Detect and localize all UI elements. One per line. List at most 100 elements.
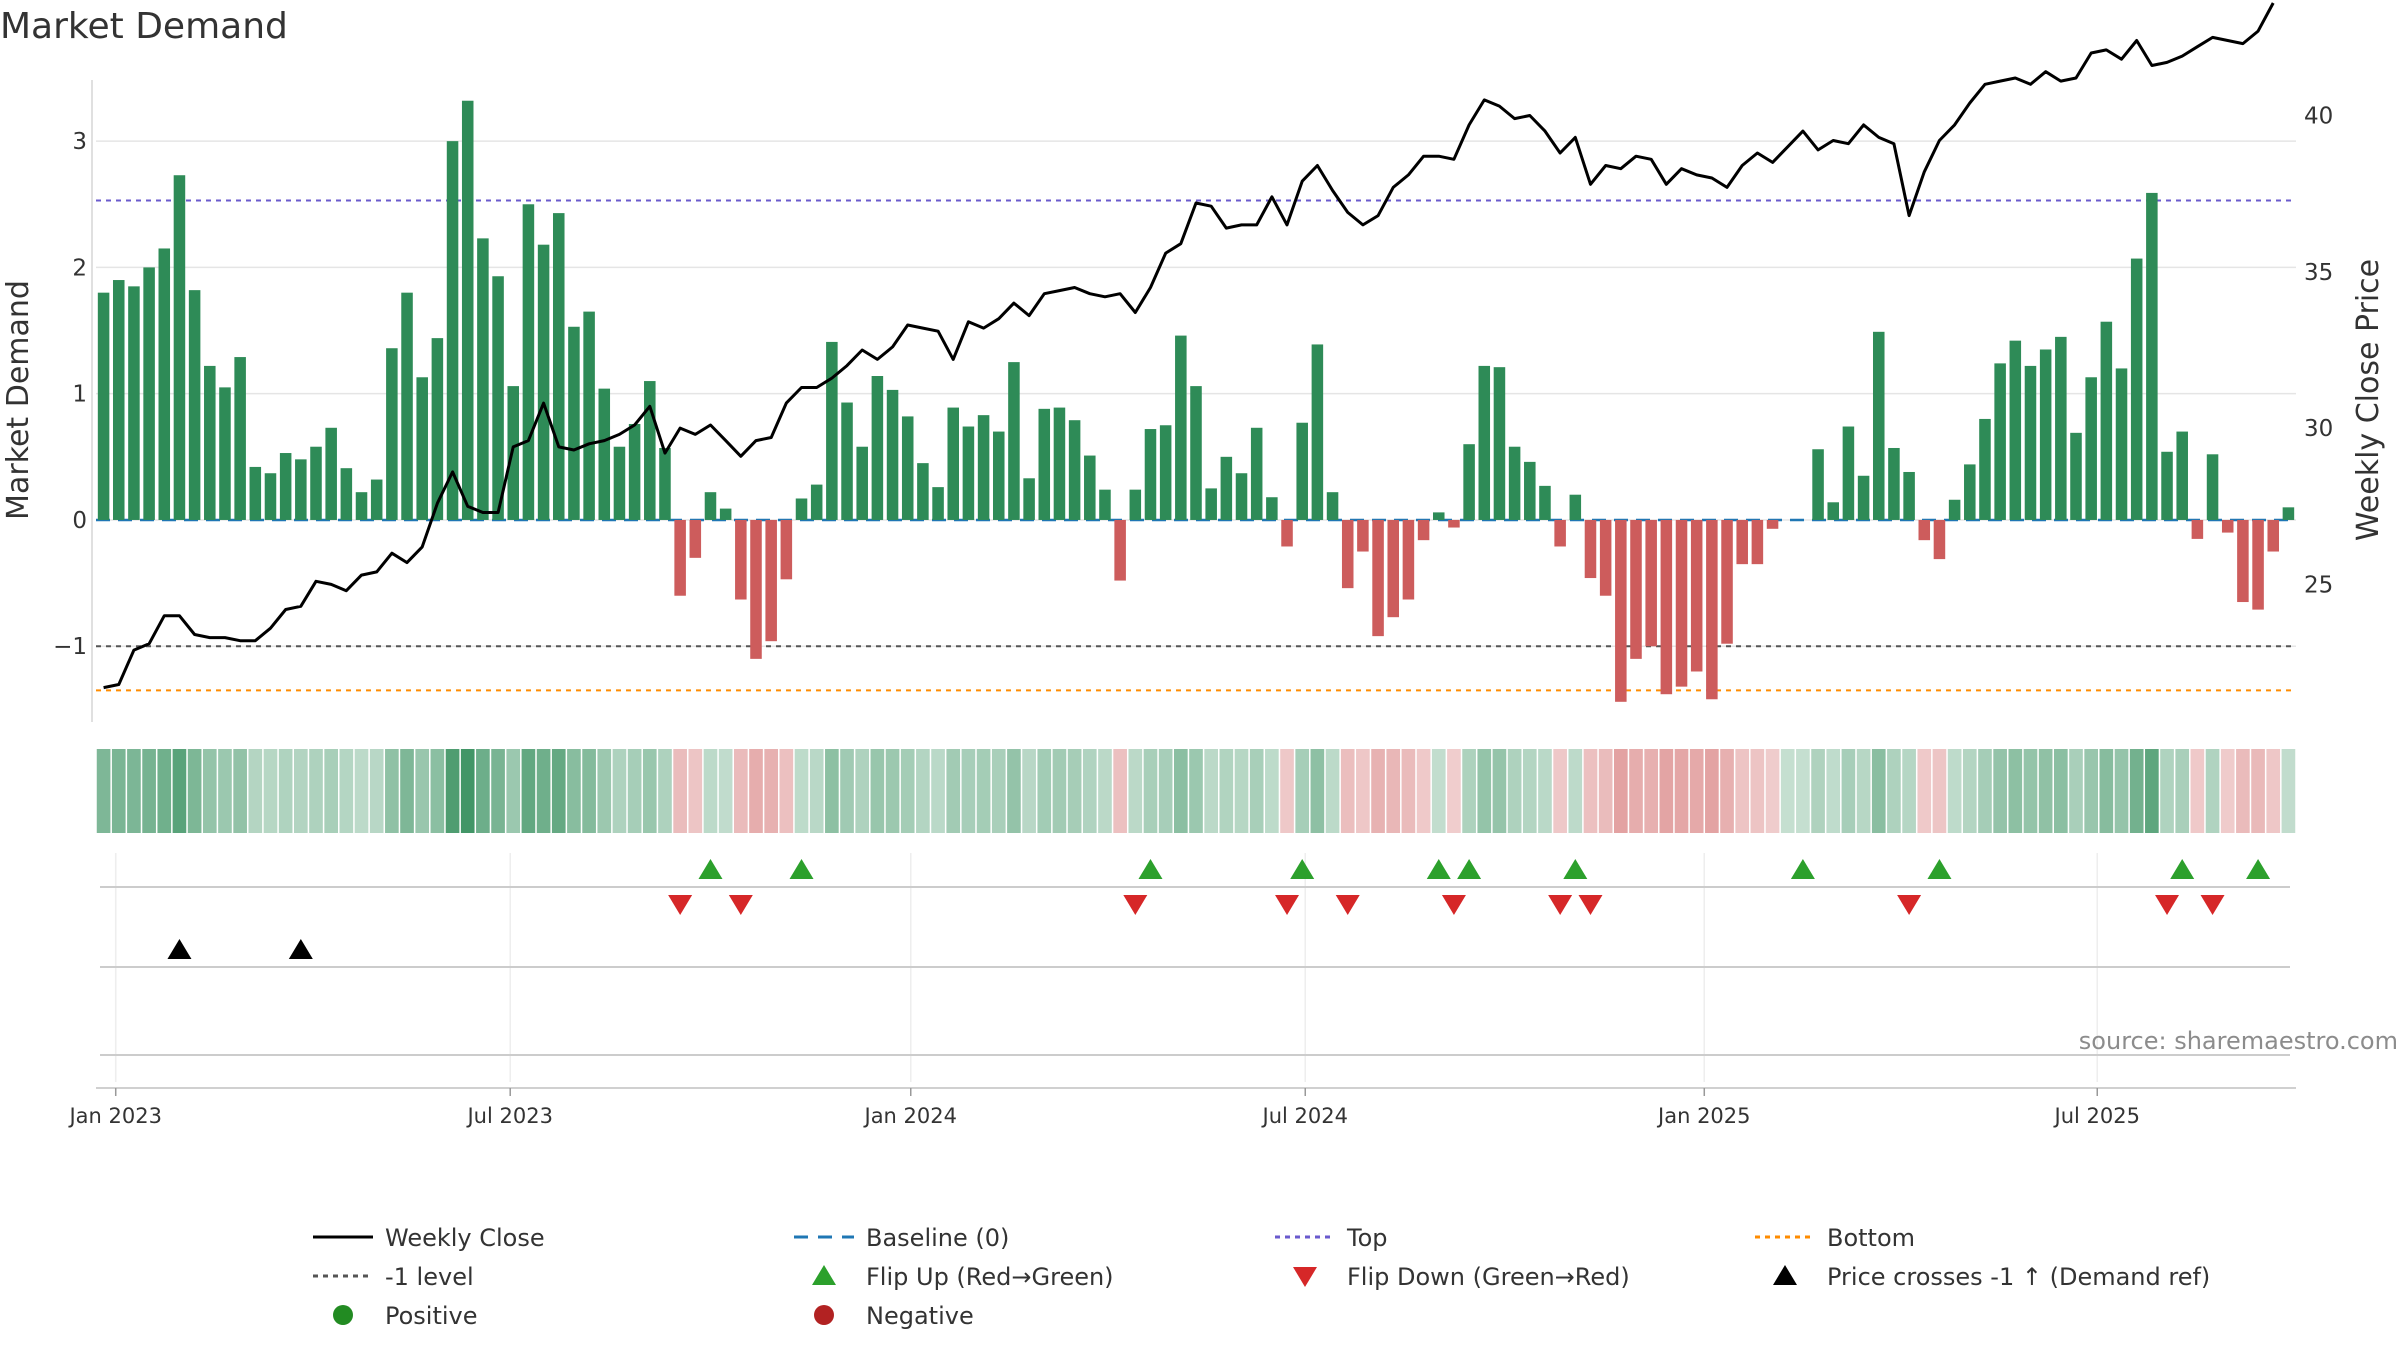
heat-strip-cell — [1280, 749, 1294, 833]
heat-strip-cell — [1386, 749, 1401, 833]
flip-up-marker — [1790, 859, 1815, 879]
heat-strip-cell — [779, 749, 794, 833]
grid-lines — [96, 140, 2296, 1082]
demand-bar — [1493, 367, 1506, 520]
demand-bar — [97, 292, 110, 520]
heat-strip-cell — [354, 749, 369, 833]
heat-strip-cell — [1614, 749, 1628, 833]
demand-bar — [932, 487, 944, 520]
heat-strip-cell — [506, 749, 521, 833]
demand-bar — [310, 446, 322, 520]
heat-strip-cell — [1674, 749, 1689, 833]
y-tick-label: 1 — [72, 382, 87, 408]
heat-strip-cell — [764, 749, 778, 833]
heat-strip-cell — [1841, 749, 1856, 833]
demand-bar — [613, 446, 626, 520]
heat-strip-cell — [369, 749, 384, 833]
demand-bar — [1842, 426, 1855, 520]
heat-strip-cell — [794, 749, 809, 833]
heat-strip-cell — [1295, 749, 1310, 833]
demand-bar — [522, 204, 535, 520]
y-tick-label: 2 — [72, 255, 87, 281]
demand-bar — [1964, 464, 1976, 520]
heat-strip-cell — [1917, 749, 1932, 833]
flip-up-marker — [1927, 859, 1952, 879]
heat-strip-cell — [1492, 749, 1507, 833]
demand-bar — [1159, 425, 1172, 520]
legend-label: Price crosses -1 ↑ (Demand ref) — [1827, 1263, 2210, 1291]
demand-bar — [1554, 519, 1566, 547]
flip-up-marker — [698, 859, 723, 879]
heat-strip-cell — [946, 749, 961, 833]
heat-strip-cell — [309, 749, 323, 833]
heat-strip-cell — [612, 749, 627, 833]
demand-bar — [1129, 489, 1142, 520]
demand-bar — [1888, 447, 1900, 520]
heat-strip-cell — [1689, 749, 1704, 833]
demand-bar — [2237, 519, 2249, 603]
heat-strip-cell — [1098, 749, 1112, 833]
demand-bar — [735, 519, 747, 600]
heat-strip-cell — [2175, 749, 2190, 833]
flip-down-marker — [1123, 895, 1148, 915]
demand-heat-strip — [96, 749, 2296, 833]
demand-bar — [1114, 519, 1126, 581]
heat-strip-cell — [1644, 749, 1658, 833]
demand-bar — [1660, 519, 1673, 695]
x-tick-label: Jan 2025 — [1656, 1104, 1751, 1128]
heat-strip-cell — [218, 749, 232, 833]
axes: 3 2 1 0 −1 40 35 30 25 — [53, 80, 2333, 1089]
heat-strip-cell — [1067, 749, 1082, 833]
heat-strip-cell — [885, 749, 900, 833]
demand-bar — [1706, 519, 1718, 700]
demand-bar — [1463, 444, 1475, 520]
event-markers — [167, 859, 2271, 959]
heat-strip-cell — [127, 749, 141, 833]
flip-down-marker — [1275, 895, 1300, 915]
x-tick-label: Jan 2024 — [863, 1104, 958, 1128]
demand-bar — [1341, 519, 1354, 589]
demand-bar — [1053, 407, 1066, 520]
legend-swatch-dot — [333, 1305, 353, 1325]
demand-bar — [2009, 340, 2022, 520]
heat-strip-cell — [1507, 749, 1522, 833]
heat-strip-cell — [1538, 749, 1552, 833]
demand-bar — [2130, 258, 2143, 520]
demand-bar — [2176, 431, 2188, 520]
demand-bar — [492, 276, 504, 520]
demand-bar — [249, 466, 262, 520]
demand-bar — [234, 357, 246, 520]
heat-strip-cell — [1265, 749, 1279, 833]
heat-strip-cell — [476, 749, 490, 833]
heat-strip-cell — [1007, 749, 1021, 833]
y-tick-label: 3 — [72, 129, 87, 155]
demand-bar — [416, 377, 428, 520]
demand-bar — [188, 290, 201, 520]
flip-down-marker — [2200, 895, 2225, 915]
demand-bar — [1235, 473, 1248, 520]
legend-swatch-triangle-up — [1773, 1265, 1797, 1285]
heat-strip-cell — [415, 749, 430, 833]
heat-strip-cell — [597, 749, 612, 833]
heat-strip-cell — [278, 749, 293, 833]
demand-bar — [340, 468, 353, 520]
heat-strip-cell — [339, 749, 354, 833]
demand-bar — [583, 311, 595, 520]
demand-bar — [1584, 519, 1597, 579]
demand-bar — [765, 519, 777, 642]
heat-strip-cell — [688, 749, 703, 833]
heat-strip-cell — [521, 749, 536, 833]
heat-strip-cell — [1022, 749, 1036, 833]
heat-strip-cell — [400, 749, 414, 833]
heat-strip-cell — [187, 749, 202, 833]
heat-strip-cell — [900, 749, 915, 833]
heat-strip-cell — [1431, 749, 1446, 833]
demand-bar — [1979, 418, 1991, 520]
demand-bar — [1023, 478, 1035, 520]
demand-bar — [1220, 456, 1233, 520]
demand-bar — [841, 402, 853, 520]
chart-title: Market Demand — [0, 6, 288, 47]
demand-bar — [1205, 488, 1217, 520]
demand-bar — [219, 387, 231, 520]
heat-strip-cell — [1371, 749, 1385, 833]
